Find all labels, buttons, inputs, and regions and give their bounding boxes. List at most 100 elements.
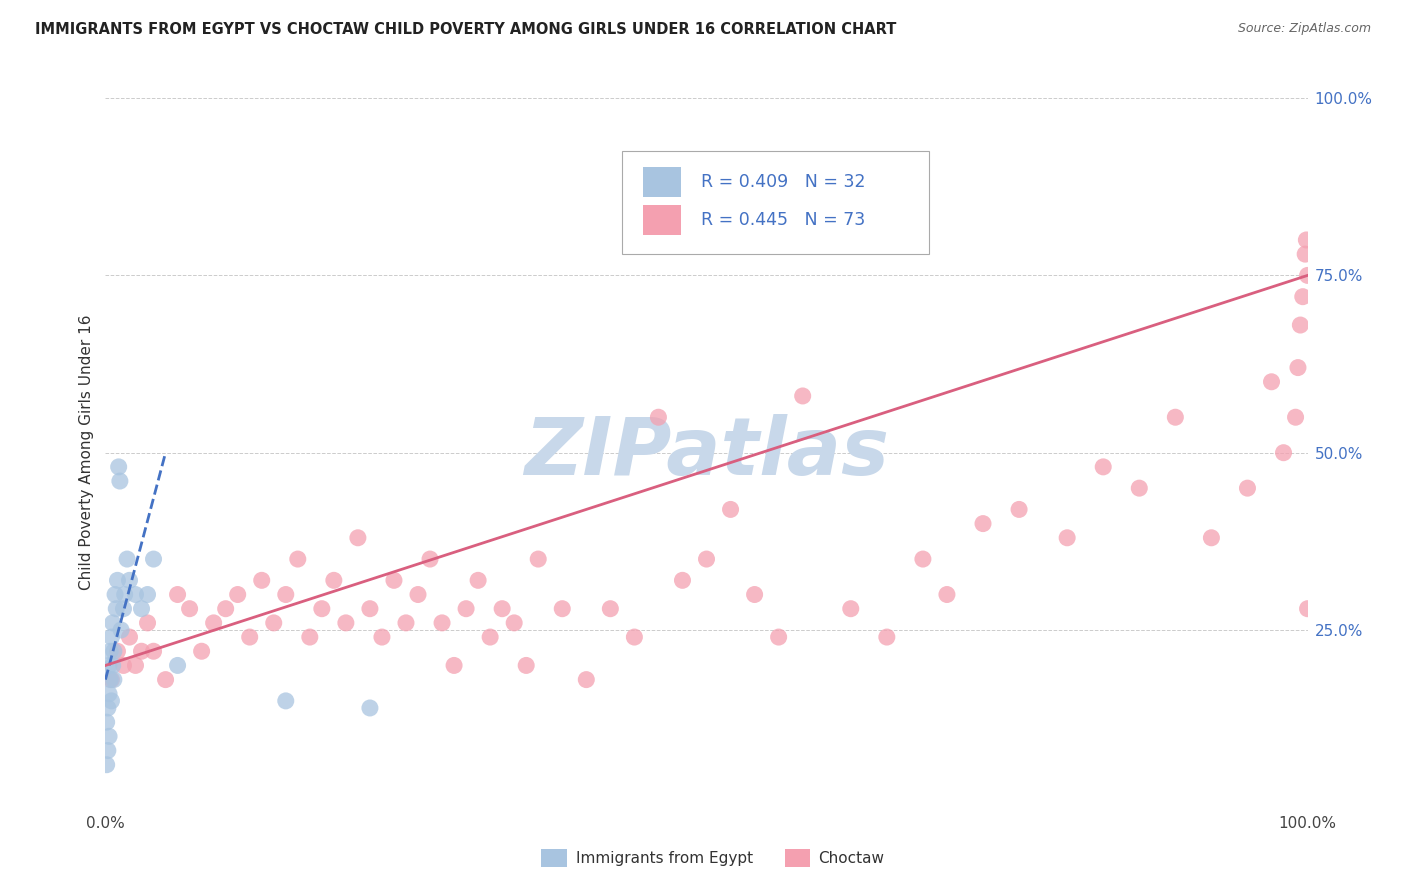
Point [1128,481,1150,495]
Point [599,601,621,615]
Point [720,502,742,516]
Point [112,601,135,615]
Point [671,574,693,588]
Point [98,687,121,701]
Point [551,601,574,615]
Point [274,588,297,602]
Point [1294,247,1316,261]
Point [839,601,862,615]
Point [419,552,441,566]
Text: Immigrants from Egypt: Immigrants from Egypt [576,851,754,865]
Point [1296,601,1319,615]
Point [124,658,146,673]
Point [696,552,718,566]
Point [479,630,502,644]
Point [347,531,370,545]
Text: R = 0.445   N = 73: R = 0.445 N = 73 [700,211,865,229]
Point [406,588,429,602]
Point [107,644,129,658]
Point [108,474,131,488]
Point [118,630,141,644]
Point [1260,375,1282,389]
Point [103,644,125,658]
Point [214,601,236,615]
Point [155,673,177,687]
Point [395,615,418,630]
Point [1292,290,1315,304]
Point [1008,502,1031,516]
Point [98,730,121,744]
Point [142,644,165,658]
Point [335,615,357,630]
Point [263,615,285,630]
Point [98,644,121,658]
Point [503,615,526,630]
Point [105,601,128,615]
FancyBboxPatch shape [541,849,567,867]
Point [1092,459,1115,474]
Point [287,552,309,566]
Point [647,410,669,425]
Point [112,658,135,673]
Point [101,658,124,673]
Point [792,389,814,403]
Point [239,630,262,644]
Point [115,552,138,566]
Point [911,552,934,566]
Point [202,615,225,630]
Point [575,673,598,687]
Point [972,516,994,531]
Point [110,623,132,637]
Text: ZIPatlas: ZIPatlas [524,414,889,491]
Point [1296,268,1319,283]
Point [311,601,333,615]
Point [190,644,212,658]
Point [876,630,898,644]
FancyBboxPatch shape [643,205,682,235]
Text: R = 0.409   N = 32: R = 0.409 N = 32 [700,173,865,191]
Point [100,694,122,708]
Point [250,574,273,588]
Point [623,630,645,644]
Point [298,630,321,644]
Point [359,701,381,715]
Point [100,673,122,687]
Text: IMMIGRANTS FROM EGYPT VS CHOCTAW CHILD POVERTY AMONG GIRLS UNDER 16 CORRELATION : IMMIGRANTS FROM EGYPT VS CHOCTAW CHILD P… [35,22,897,37]
Point [103,673,125,687]
Point [527,552,550,566]
Point [100,630,122,644]
Point [136,615,159,630]
FancyBboxPatch shape [785,849,810,867]
Point [166,658,188,673]
Point [371,630,394,644]
Point [104,588,127,602]
Point [97,701,120,715]
Point [467,574,489,588]
Point [936,588,959,602]
Point [454,601,477,615]
Point [515,658,537,673]
Point [96,715,118,730]
Point [1284,410,1306,425]
Point [1236,481,1258,495]
Point [1272,446,1295,460]
Text: Source: ZipAtlas.com: Source: ZipAtlas.com [1237,22,1371,36]
Point [131,601,153,615]
Point [107,574,129,588]
FancyBboxPatch shape [623,152,929,254]
Point [131,644,153,658]
Point [744,588,766,602]
Point [226,588,249,602]
Point [1295,233,1317,247]
Point [118,574,141,588]
Point [443,658,465,673]
Point [107,459,129,474]
Point [101,615,124,630]
Point [1289,318,1312,332]
FancyBboxPatch shape [643,167,682,197]
Point [430,615,453,630]
Point [136,588,159,602]
Point [274,694,297,708]
Point [322,574,344,588]
Point [96,757,118,772]
